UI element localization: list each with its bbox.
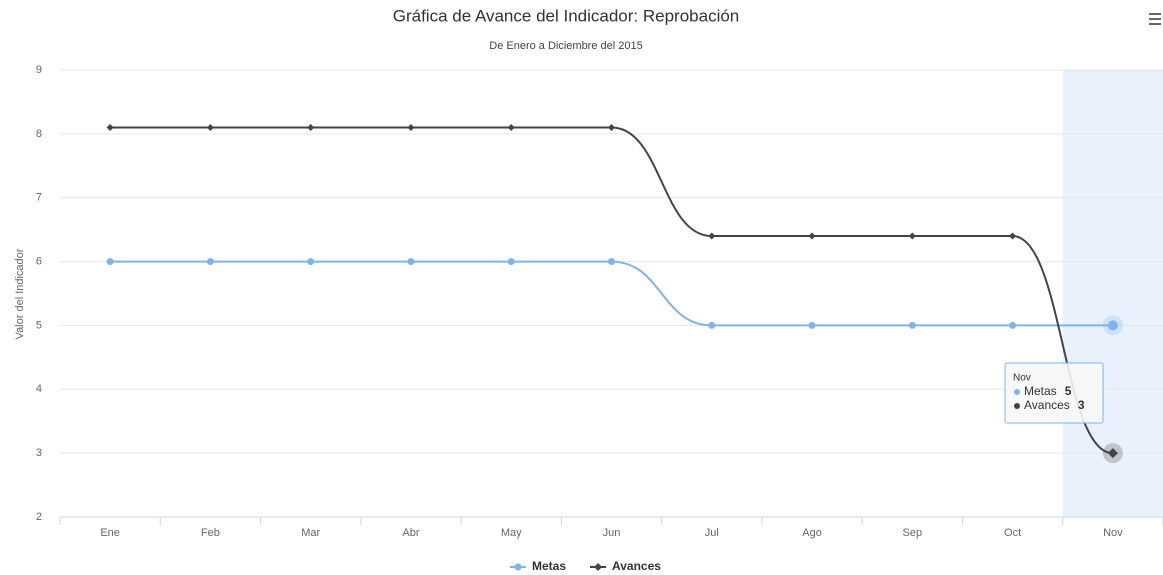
marker [206,258,214,266]
marker [908,321,916,329]
menu-icon[interactable] [1149,13,1161,25]
marker [1009,232,1017,240]
marker [307,123,315,131]
y-axis-label: Valor del Indicador [14,248,26,339]
legend-marker [594,563,603,571]
marker [507,258,515,266]
marker [507,123,515,131]
x-tick-label: Ene [100,527,120,539]
marker [106,123,114,131]
y-tick-label: 5 [36,319,42,331]
y-tick-label: 4 [36,383,42,395]
x-tick-label: Sep [903,527,923,539]
y-tick-label: 2 [36,511,42,523]
series-line [110,126,1113,455]
x-tick-label: Nov [1103,527,1123,539]
y-tick-label: 6 [36,255,42,267]
marker [608,258,615,266]
series-line [110,260,1113,327]
tooltip-dot [1014,403,1020,409]
marker [708,321,716,329]
hover-band [1062,70,1163,517]
legend-label: Metas [532,559,566,573]
marker [407,258,415,266]
tooltip-box [1004,362,1104,424]
x-tick-label: Oct [1004,527,1021,539]
menu-bar [1149,18,1161,20]
x-tick-label: Mar [301,527,320,539]
y-tick-label: 8 [36,128,42,140]
x-tick-label: Feb [201,527,220,539]
y-tick-label: 3 [36,447,42,459]
marker [808,321,816,329]
marker [808,232,816,240]
marker [307,258,315,266]
legend-label: Avances [612,559,661,573]
menu-bar [1149,13,1161,15]
marker [708,232,716,240]
tooltip-header: Nov [1013,373,1031,384]
marker [106,258,114,266]
x-tick-label: May [501,527,522,539]
marker [1107,448,1118,459]
tooltip-value: 3 [1078,398,1085,412]
tooltip-series-name: Avances [1024,398,1070,412]
marker [206,123,214,131]
y-tick-label: 7 [36,192,42,204]
menu-bar [1149,23,1161,25]
tooltip-value: 5 [1065,384,1072,398]
tooltip-dot [1014,389,1020,395]
marker [908,232,916,240]
marker [407,123,415,131]
legend-marker [514,563,522,571]
chart-title: Gráfica de Avance del Indicador: Reproba… [393,6,740,25]
marker [1009,321,1017,329]
x-tick-label: Jul [705,527,719,539]
chart-subtitle: De Enero a Diciembre del 2015 [489,40,642,52]
x-tick-label: Ago [802,527,822,539]
marker [608,123,615,131]
tooltip-series-name: Metas [1024,384,1057,398]
x-tick-label: Abr [402,527,419,539]
marker [1107,320,1118,331]
legend: Metas Avances [510,559,661,573]
x-tick-label: Jun [603,527,621,539]
y-tick-label: 9 [36,64,42,76]
